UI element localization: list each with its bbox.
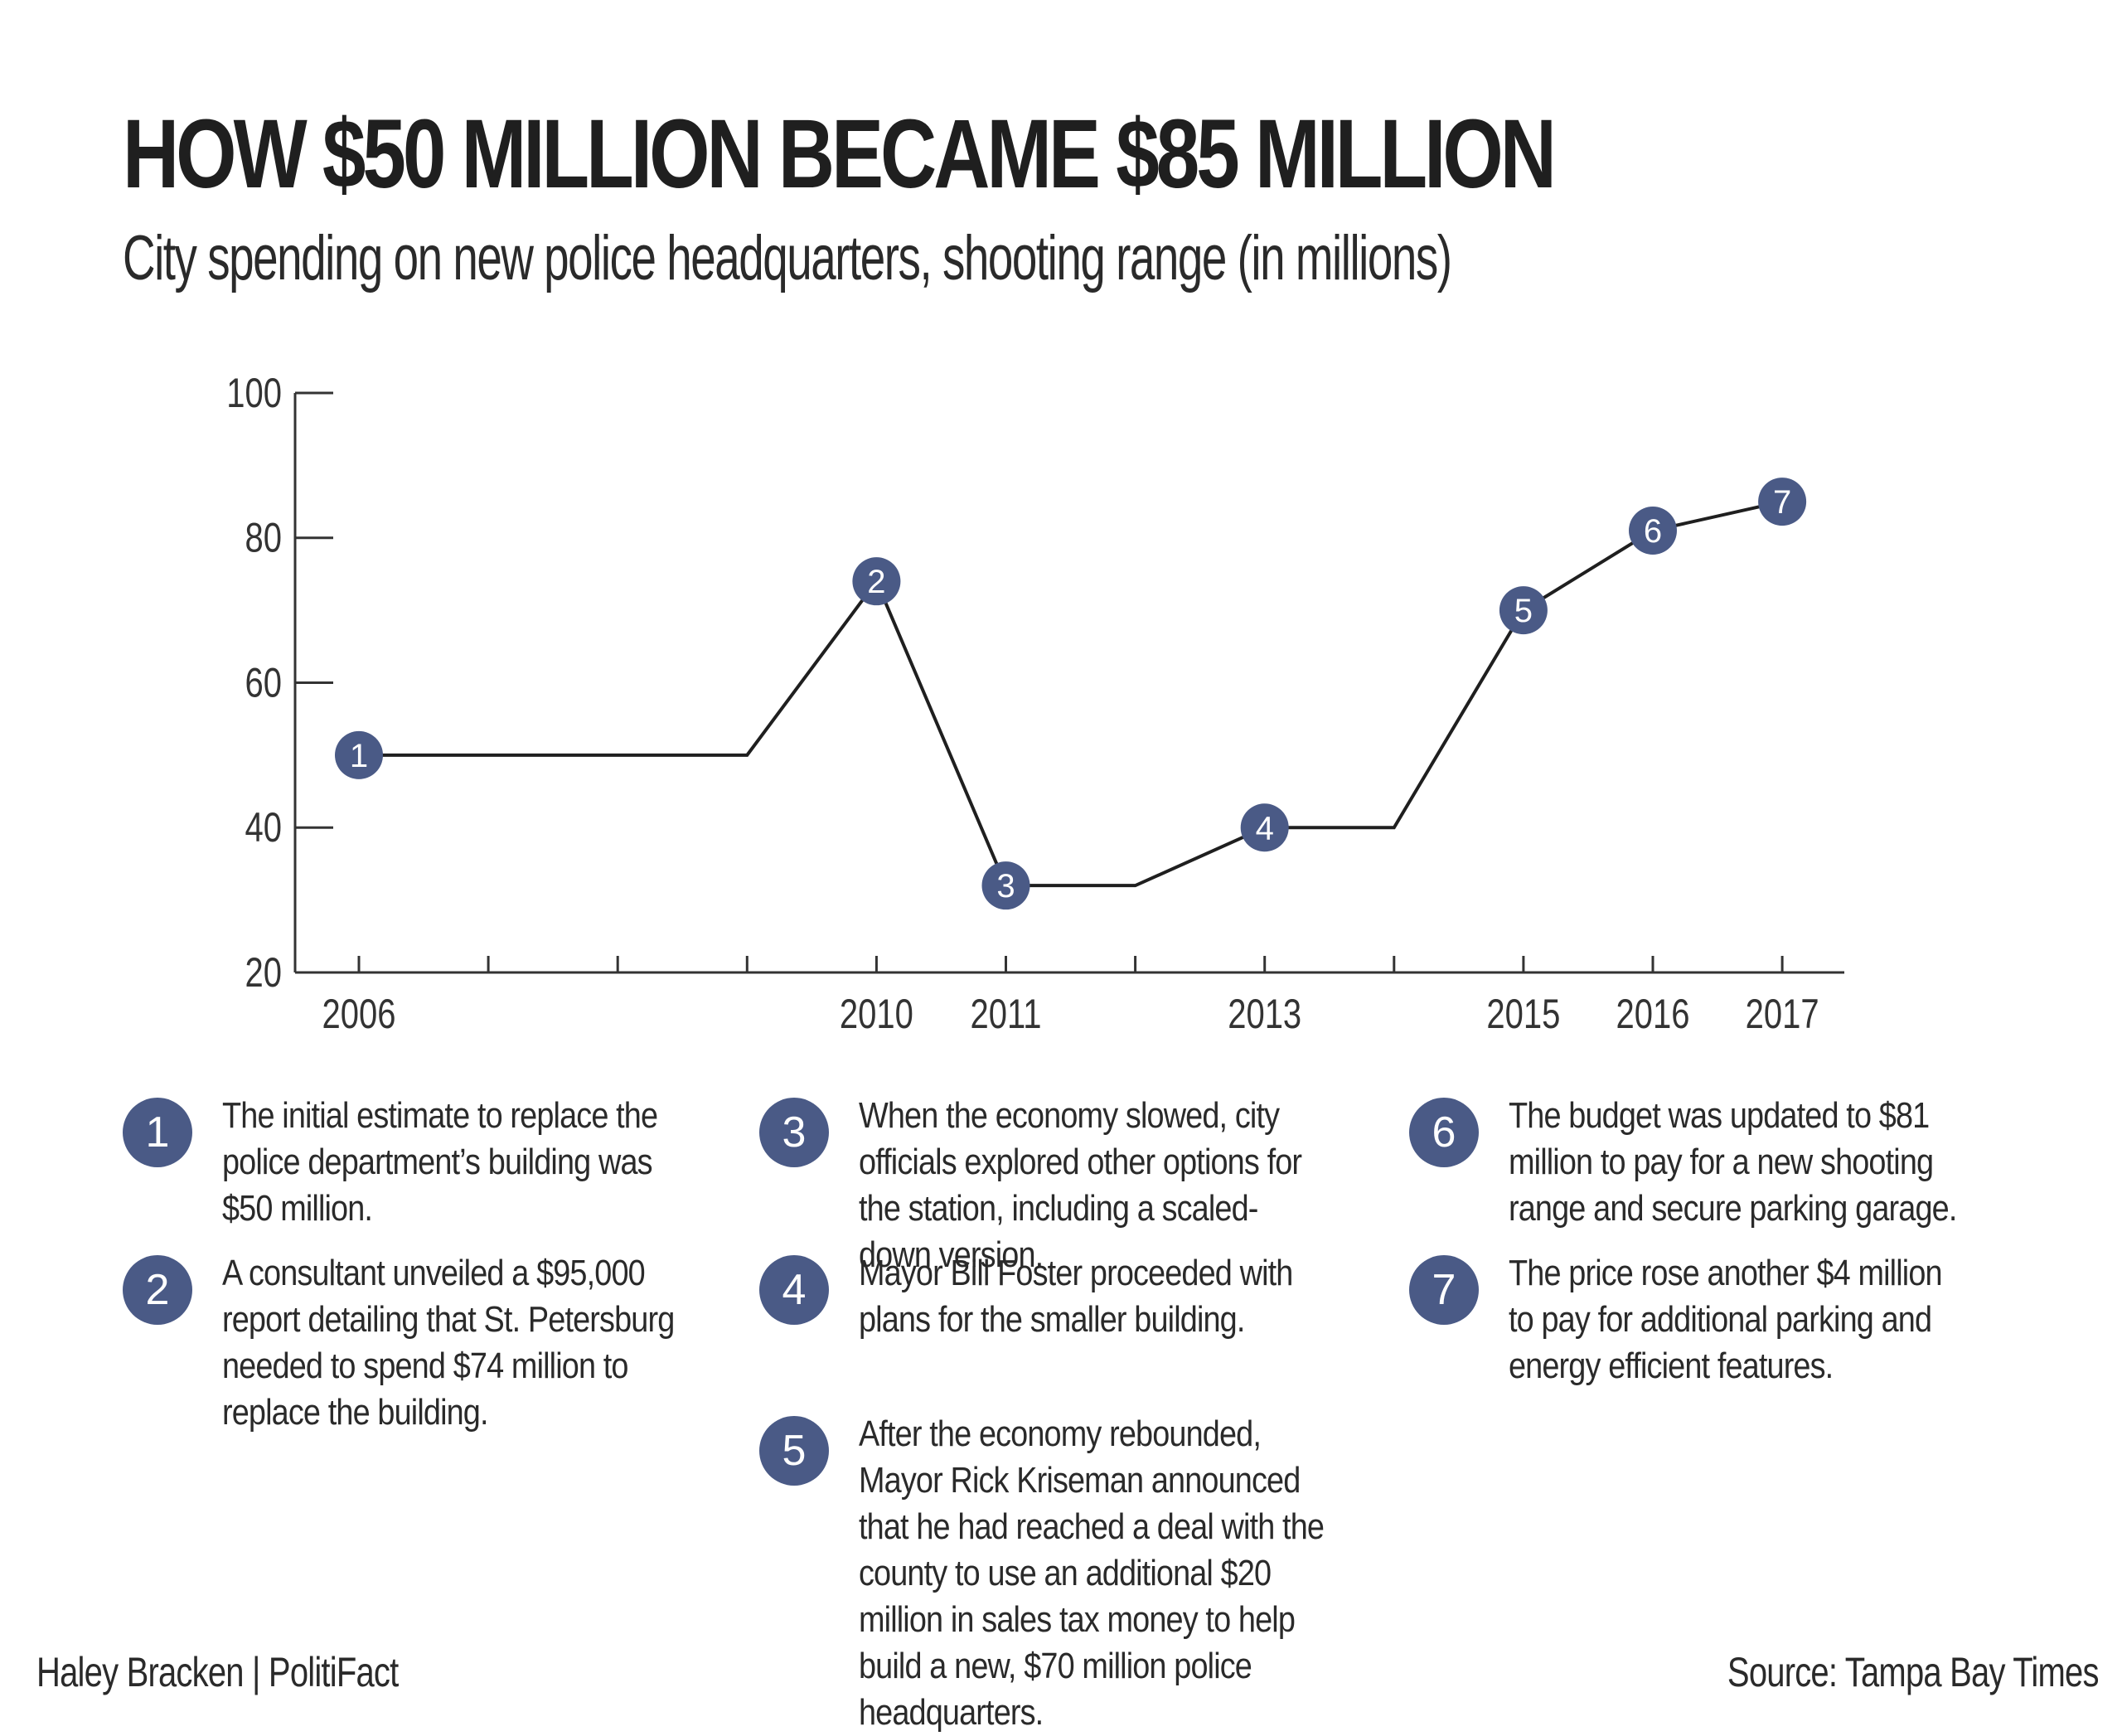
data-point xyxy=(852,557,901,606)
note-item: 6 The budget was updated to $81 million … xyxy=(1409,1093,2039,1232)
note-item: 2 A consultant unveiled a $95,000 report… xyxy=(123,1250,753,1436)
y-tick-label: 20 xyxy=(245,949,282,996)
data-point-label: 1 xyxy=(350,738,368,774)
data-point-label: 4 xyxy=(1256,810,1274,846)
data-point-marker: 3 xyxy=(981,861,1030,910)
chart-title: HOW $50 MILLION BECAME $85 MILLION xyxy=(123,99,1557,209)
x-tick-label: 2013 xyxy=(1228,991,1301,1037)
byline: Haley Bracken | PolitiFact xyxy=(36,1649,399,1695)
data-point-label: 6 xyxy=(1644,513,1662,550)
note-number-badge: 7 xyxy=(1409,1255,1479,1325)
x-tick-label: 2016 xyxy=(1616,991,1690,1037)
data-point xyxy=(1758,478,1807,526)
data-point-label: 3 xyxy=(996,868,1015,904)
data-point-label: 2 xyxy=(867,564,885,600)
note-number-badge: 5 xyxy=(759,1416,829,1486)
y-tick-label: 80 xyxy=(245,514,282,560)
data-point-marker: 6 xyxy=(1629,507,1677,555)
data-point-marker: 1 xyxy=(335,730,383,779)
note-item: 1 The initial estimate to replace the po… xyxy=(123,1093,753,1232)
note-text: Mayor Bill Foster proceeded with plans f… xyxy=(859,1253,1293,1340)
data-point-marker: 2 xyxy=(852,557,901,606)
chart-subtitle: City spending on new police headquarters… xyxy=(123,223,1452,293)
note-number-badge: 2 xyxy=(123,1255,192,1325)
note-number-badge: 4 xyxy=(759,1255,829,1325)
x-tick-label: 2010 xyxy=(840,991,913,1037)
data-point-marker: 4 xyxy=(1240,803,1289,852)
note-item: 7 The price rose another $4 million to p… xyxy=(1409,1250,2039,1389)
series-line xyxy=(359,500,1783,888)
data-point xyxy=(1629,507,1677,555)
y-tick-label: 100 xyxy=(226,370,282,416)
x-tick-label: 2015 xyxy=(1486,991,1560,1037)
x-tick-label: 2011 xyxy=(971,991,1042,1037)
note-text: After the economy rebounded, Mayor Rick … xyxy=(859,1414,1325,1733)
note-item: 5 After the economy rebounded, Mayor Ric… xyxy=(759,1411,1422,1736)
source-credit: Source: Tampa Bay Times xyxy=(1727,1649,2100,1695)
data-point xyxy=(981,861,1030,910)
data-point-marker: 7 xyxy=(1758,478,1807,526)
data-point xyxy=(335,730,383,779)
data-point-label: 7 xyxy=(1773,484,1791,521)
note-item: 4 Mayor Bill Foster proceeded with plans… xyxy=(759,1250,1389,1343)
data-point-marker: 5 xyxy=(1499,586,1548,635)
note-text: When the economy slowed, city officials … xyxy=(859,1095,1302,1275)
note-text: The price rose another $4 million to pay… xyxy=(1509,1253,1943,1386)
note-number-badge: 1 xyxy=(123,1098,192,1167)
y-tick-label: 40 xyxy=(245,804,282,851)
note-number-badge: 3 xyxy=(759,1098,829,1167)
x-tick-label: 2017 xyxy=(1746,991,1819,1037)
note-text: A consultant unveiled a $95,000 report d… xyxy=(222,1253,675,1433)
note-item: 3 When the economy slowed, city official… xyxy=(759,1093,1389,1278)
note-number-badge: 6 xyxy=(1409,1098,1479,1167)
data-point xyxy=(1240,803,1289,852)
note-text: The initial estimate to replace the poli… xyxy=(222,1095,658,1229)
data-point-label: 5 xyxy=(1514,593,1533,629)
note-text: The budget was updated to $81 million to… xyxy=(1509,1095,1957,1229)
data-point xyxy=(1499,586,1548,635)
y-tick-label: 60 xyxy=(245,659,282,706)
x-tick-label: 2006 xyxy=(322,991,396,1037)
